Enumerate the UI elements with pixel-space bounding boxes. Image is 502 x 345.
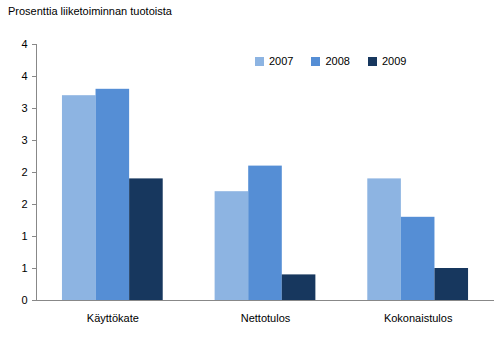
svg-text:4: 4 (21, 70, 27, 82)
svg-text:3: 3 (21, 134, 27, 146)
svg-text:2: 2 (21, 166, 27, 178)
html-text:Prosenttia liiketoiminnan tuot: Prosenttia liiketoiminnan tuotoista (8, 5, 172, 17)
svg-text:3: 3 (21, 102, 27, 114)
svg-text:Kokonaistulos: Kokonaistulos (384, 312, 453, 324)
svg-text:2: 2 (21, 198, 27, 210)
svg-text:Nettotulos: Nettotulos (241, 312, 291, 324)
html-text:2008: 2008 (325, 55, 350, 67)
html-text:2007: 2007 (269, 55, 294, 67)
svg-text:1: 1 (21, 262, 27, 274)
svg-text:Käyttökate: Käyttökate (87, 312, 139, 324)
svg-text:1: 1 (21, 230, 27, 242)
html-text:2009: 2009 (382, 55, 407, 67)
svg-text:0: 0 (21, 294, 27, 306)
svg-text:4: 4 (21, 38, 27, 50)
